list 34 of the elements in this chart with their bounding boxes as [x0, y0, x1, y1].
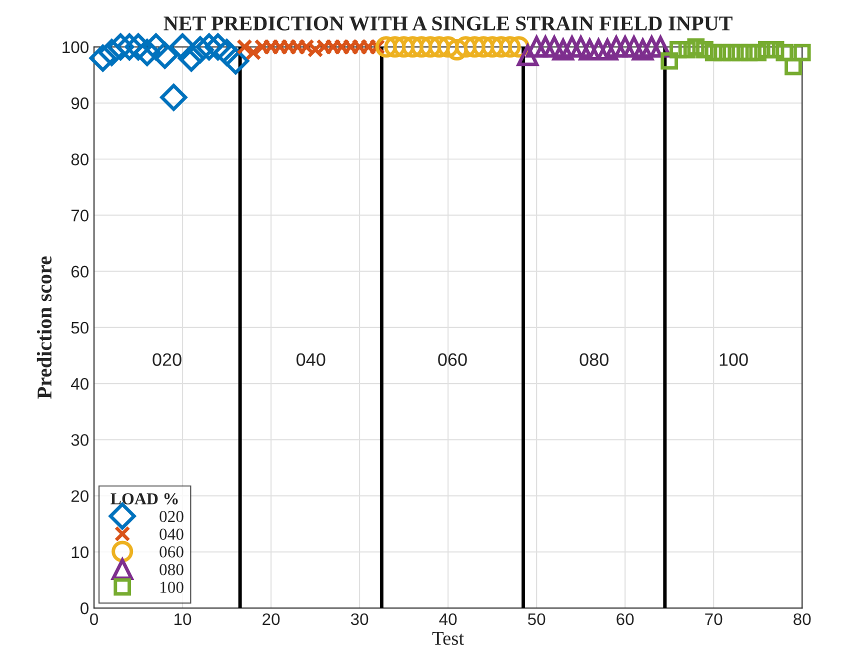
- legend-label: 020: [160, 510, 184, 522]
- legend-label: 060: [160, 546, 184, 558]
- legend-label: 080: [160, 564, 184, 576]
- y-tick-label: 60: [71, 266, 89, 278]
- x-tick-label: 0: [90, 613, 98, 626]
- x-tick-label: 70: [705, 613, 722, 626]
- y-tick-label: 50: [71, 322, 89, 334]
- x-axis-title: Test: [432, 632, 464, 645]
- chart-title: NET PREDICTION WITH A SINGLE STRAIN FIELD INPUT: [164, 16, 732, 31]
- y-tick-label: 70: [71, 210, 89, 222]
- y-tick-label: 80: [71, 154, 89, 166]
- y-tick-label: 40: [71, 378, 89, 390]
- annotation: 060: [438, 353, 467, 366]
- annotation: 040: [296, 353, 326, 366]
- legend-label: 040: [160, 528, 184, 540]
- annotation: 020: [152, 353, 182, 366]
- y-tick-label: 0: [80, 602, 89, 614]
- x-tick-label: 30: [350, 613, 368, 626]
- x-tick-label: 50: [528, 613, 546, 626]
- x-tick-label: 60: [616, 613, 634, 626]
- y-tick-label: 20: [71, 490, 89, 502]
- y-tick-label: 100: [62, 41, 89, 54]
- y-tick-label: 30: [71, 434, 89, 446]
- annotation: 100: [720, 353, 748, 366]
- x-tick-label: 10: [174, 613, 192, 626]
- y-tick-label: 90: [71, 97, 89, 110]
- legend-title: LOAD %: [110, 493, 178, 504]
- y-tick-label: 10: [72, 546, 89, 558]
- x-tick-label: 40: [439, 613, 457, 626]
- annotation: 080: [580, 353, 608, 366]
- y-axis-title: Prediction score: [36, 256, 52, 399]
- x-tick-label: 80: [794, 613, 811, 626]
- legend-label: 100: [160, 582, 184, 593]
- x-tick-label: 20: [262, 613, 280, 626]
